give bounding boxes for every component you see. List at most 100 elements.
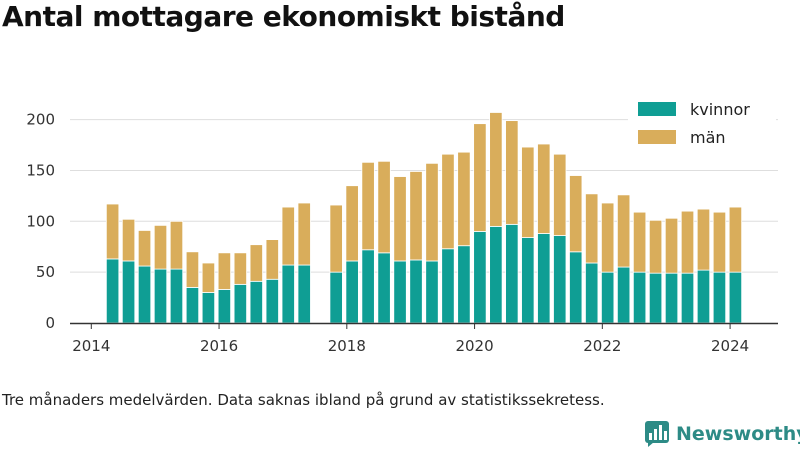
bar-segment-man (137, 230, 152, 267)
x-tick-label: 2022 (583, 337, 621, 355)
bar-segment-man (521, 146, 535, 238)
bar-segment-man (680, 210, 695, 274)
legend-label-man: män (690, 128, 726, 147)
bar-chart: 0 50 100 150 200 2014 2016 2018 2020 2022 2024 kv… (26, 95, 778, 355)
legend-label-kvinnor: kvinnor (690, 100, 750, 119)
bar-segment-kvinnor (361, 249, 375, 324)
x-tick-label: 2020 (455, 337, 493, 355)
x-tick-label: 2018 (328, 337, 366, 355)
bar-segment-man (377, 160, 391, 254)
bar-segment-man (169, 220, 184, 270)
legend: kvinnor män (628, 95, 776, 155)
x-tick-labels: 2014 2016 2018 2020 2022 2024 (72, 323, 749, 355)
bar-segment-man (712, 211, 727, 273)
bar-segment-kvinnor (425, 260, 439, 324)
bar-segment-kvinnor (185, 287, 200, 324)
bar-segment-kvinnor (121, 260, 136, 324)
bar-segment-kvinnor (569, 251, 583, 324)
bar-segment-man (616, 194, 631, 268)
bar-segment-kvinnor (537, 233, 551, 324)
bar-segment-kvinnor (441, 248, 455, 324)
x-tick-label: 2024 (711, 337, 749, 355)
bar-segment-man (569, 175, 583, 253)
bar-segment-kvinnor (489, 225, 503, 324)
chart-caption: Tre månaders medelvärden. Data saknas ib… (2, 391, 605, 409)
bar-segment-man (105, 203, 120, 260)
bar-segment-man (217, 252, 232, 290)
bar-segment-kvinnor (521, 237, 535, 324)
bar-segment-kvinnor (457, 245, 471, 324)
bar-segment-kvinnor (632, 271, 647, 324)
bar-segment-man (281, 206, 295, 266)
bar-segment-kvinnor (648, 272, 663, 324)
bar-segment-man (361, 161, 375, 251)
bar-segment-man (441, 153, 455, 250)
y-tick-label: 150 (26, 161, 55, 179)
bar-segment-kvinnor (680, 272, 695, 324)
bar-segment-man (233, 252, 247, 285)
bar-segment-kvinnor (217, 289, 232, 324)
bar-segment-man (696, 208, 711, 271)
bar-segment-man (457, 151, 471, 247)
bar-segment-kvinnor (393, 260, 407, 324)
bar-segment-man (249, 244, 263, 282)
bar-segment-kvinnor (297, 264, 311, 324)
bar-segment-man (185, 251, 200, 288)
bar-segment-kvinnor (105, 258, 120, 324)
bar-segment-man (632, 211, 647, 273)
bar-segment-man (664, 217, 679, 274)
bar-segment-kvinnor (712, 271, 727, 324)
newsworthy-logo-icon (645, 421, 669, 447)
y-tick-labels: 0 50 100 150 200 (26, 111, 55, 332)
bar-segment-kvinnor (553, 235, 567, 324)
bar-segment-kvinnor (281, 264, 295, 324)
bar-segment-man (489, 112, 503, 227)
brand-logo[interactable]: Newsworthy (644, 419, 800, 449)
bar-segment-man (601, 202, 615, 273)
bar-segment-man (409, 171, 423, 261)
y-tick-label: 200 (26, 111, 55, 129)
bar-segment-kvinnor (473, 231, 487, 324)
bar-segment-man (585, 193, 599, 264)
bar-segment-kvinnor (153, 268, 168, 324)
bar-segment-kvinnor (137, 265, 152, 324)
bar-segment-kvinnor (696, 269, 711, 324)
bar-segment-man (473, 123, 487, 232)
x-tick-label: 2014 (72, 337, 110, 355)
bar-segment-kvinnor (728, 271, 743, 324)
y-tick-label: 0 (45, 314, 55, 332)
bar-segment-kvinnor (329, 271, 343, 324)
bar-segment-kvinnor (265, 278, 279, 324)
bar-segment-man (329, 204, 343, 273)
legend-swatch-man (638, 130, 676, 144)
bar-segment-man (728, 206, 743, 273)
bar-segment-man (265, 239, 279, 280)
bar-segment-kvinnor (409, 259, 423, 324)
bar-segment-man (505, 120, 519, 225)
legend-swatch-kvinnor (638, 102, 676, 116)
bar-segment-kvinnor (505, 223, 519, 324)
bar-segment-man (201, 262, 216, 293)
y-tick-label: 100 (26, 212, 55, 230)
bar-segment-man (537, 143, 551, 234)
bar-segment-kvinnor (169, 268, 184, 324)
chart-title: Antal mottagare ekonomiskt bistånd (2, 0, 565, 33)
bar-segment-kvinnor (601, 271, 615, 324)
y-tick-label: 50 (36, 263, 55, 281)
bar-segment-kvinnor (249, 280, 263, 324)
bar-segment-man (121, 218, 136, 262)
bar-segment-man (153, 224, 168, 270)
bar-segment-man (345, 185, 359, 262)
bar-segment-man (648, 219, 663, 274)
bar-segment-kvinnor (233, 283, 247, 324)
brand-name: Newsworthy (676, 423, 800, 445)
bar-segment-kvinnor (345, 260, 359, 324)
bar-segment-man (553, 153, 567, 236)
bar-segment-kvinnor (585, 262, 599, 324)
bar-segment-man (393, 176, 407, 262)
bar-segment-kvinnor (616, 266, 631, 324)
bar-segment-kvinnor (664, 272, 679, 324)
bar-segment-man (425, 162, 439, 262)
bar-segment-kvinnor (377, 252, 391, 324)
bar-segment-kvinnor (201, 292, 216, 324)
